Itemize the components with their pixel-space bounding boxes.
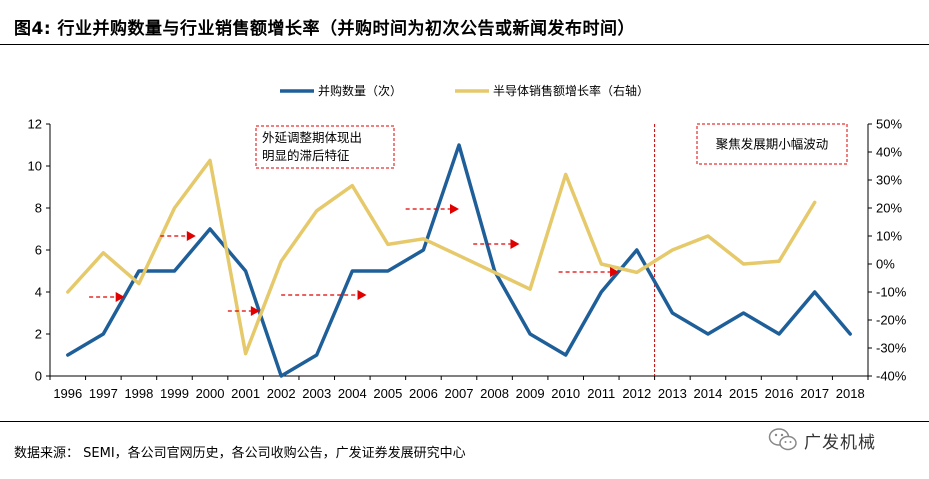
series-line-mna-count (66, 143, 852, 378)
x-tick-label: 2013 (658, 386, 687, 401)
x-tick-label: 2009 (516, 386, 545, 401)
watermark: 广发机械 (768, 425, 876, 455)
x-tick-label: 2008 (480, 386, 509, 401)
lag-arrow-head (115, 292, 125, 302)
x-tick-label: 2016 (765, 386, 794, 401)
source-note: 数据来源： SEMI，各公司官网历史，各公司收购公告，广发证券发展研究中心 (14, 446, 466, 461)
y-right-tick-label: -30% (876, 341, 907, 356)
x-tick-label: 2005 (373, 386, 402, 401)
y-right-tick-label: -10% (876, 285, 907, 300)
series-layer (66, 143, 852, 378)
lag-arrow-head (450, 204, 459, 214)
legend-label: 并购数量（次） (318, 83, 402, 98)
y-right-tick-label: 30% (876, 173, 902, 188)
y-right-tick-label: -40% (876, 369, 907, 384)
y-left-tick-label: 12 (28, 117, 42, 132)
annotation-box (255, 125, 395, 169)
x-tick-label: 2018 (836, 386, 865, 401)
x-tick-label: 2002 (267, 386, 296, 401)
lag-arrow-head (250, 306, 260, 316)
bottom-rule (0, 421, 929, 422)
watermark-label: 广发机械 (804, 432, 876, 453)
y-right-tick-label: 0% (876, 257, 895, 272)
lag-arrow-head (510, 239, 520, 249)
x-tick-label: 2010 (551, 386, 580, 401)
y-right-tick-label: 10% (876, 229, 902, 244)
annotation-text: 外延调整期体现出 (262, 130, 362, 145)
wechat-icon (768, 428, 797, 451)
legend-label: 半导体销售额增长率（右轴） (493, 83, 649, 98)
x-tick-label: 2003 (302, 386, 331, 401)
lag-arrow-head (186, 231, 196, 241)
annotation-text: 聚焦发展期小幅波动 (716, 137, 829, 152)
legend: 并购数量（次） 半导体销售额增长率（右轴） (280, 83, 649, 98)
x-tick-label: 1998 (124, 386, 153, 401)
annotation-box (696, 123, 848, 165)
x-tick-label: 2007 (445, 386, 474, 401)
lag-arrow-head (610, 267, 620, 277)
y-right-tick-label: 50% (876, 117, 902, 132)
series-line-sales-growth (66, 158, 817, 356)
x-tick-label: 2017 (800, 386, 829, 401)
annotation-text: 明显的滞后特征 (262, 148, 350, 163)
y-left-tick-label: 4 (35, 285, 42, 300)
y-left-tick-label: 2 (35, 327, 42, 342)
y-left-tick-label: 10 (28, 159, 42, 174)
y-right-tick-label: -20% (876, 313, 907, 328)
x-tick-label: 2014 (693, 386, 722, 401)
chart-title: 图4: 行业并购数量与行业销售额增长率（并购时间为初次公告或新闻发布时间） (14, 19, 636, 39)
y-left-tick-label: 6 (35, 243, 42, 258)
lag-arrows (89, 204, 620, 316)
top-rule (0, 44, 929, 45)
x-tick-label: 2000 (196, 386, 225, 401)
x-tick-label: 2011 (587, 386, 615, 401)
chart: 并购数量（次） 半导体销售额增长率（右轴） 0 2 4 6 8 10 12 -40% -30% -2… (28, 83, 907, 402)
y-right-tick-label: 40% (876, 145, 902, 160)
x-tick-label: 2012 (622, 386, 651, 401)
lag-arrow-head (357, 290, 367, 300)
x-tick-label: 1997 (89, 386, 118, 401)
y-left-tick-label: 0 (35, 369, 42, 384)
axes: 0 2 4 6 8 10 12 -40% -30% -20% -10% 0% 10% 20% 30% 40% 5… (28, 117, 907, 402)
x-tick-label: 2015 (729, 386, 758, 401)
x-tick-label: 2004 (338, 386, 367, 401)
y-right-tick-label: 20% (876, 201, 902, 216)
x-tick-label: 2006 (409, 386, 438, 401)
y-left-tick-label: 8 (35, 201, 42, 216)
x-tick-label: 1996 (53, 386, 82, 401)
x-tick-label: 2001 (231, 386, 260, 401)
x-tick-label: 1999 (160, 386, 189, 401)
